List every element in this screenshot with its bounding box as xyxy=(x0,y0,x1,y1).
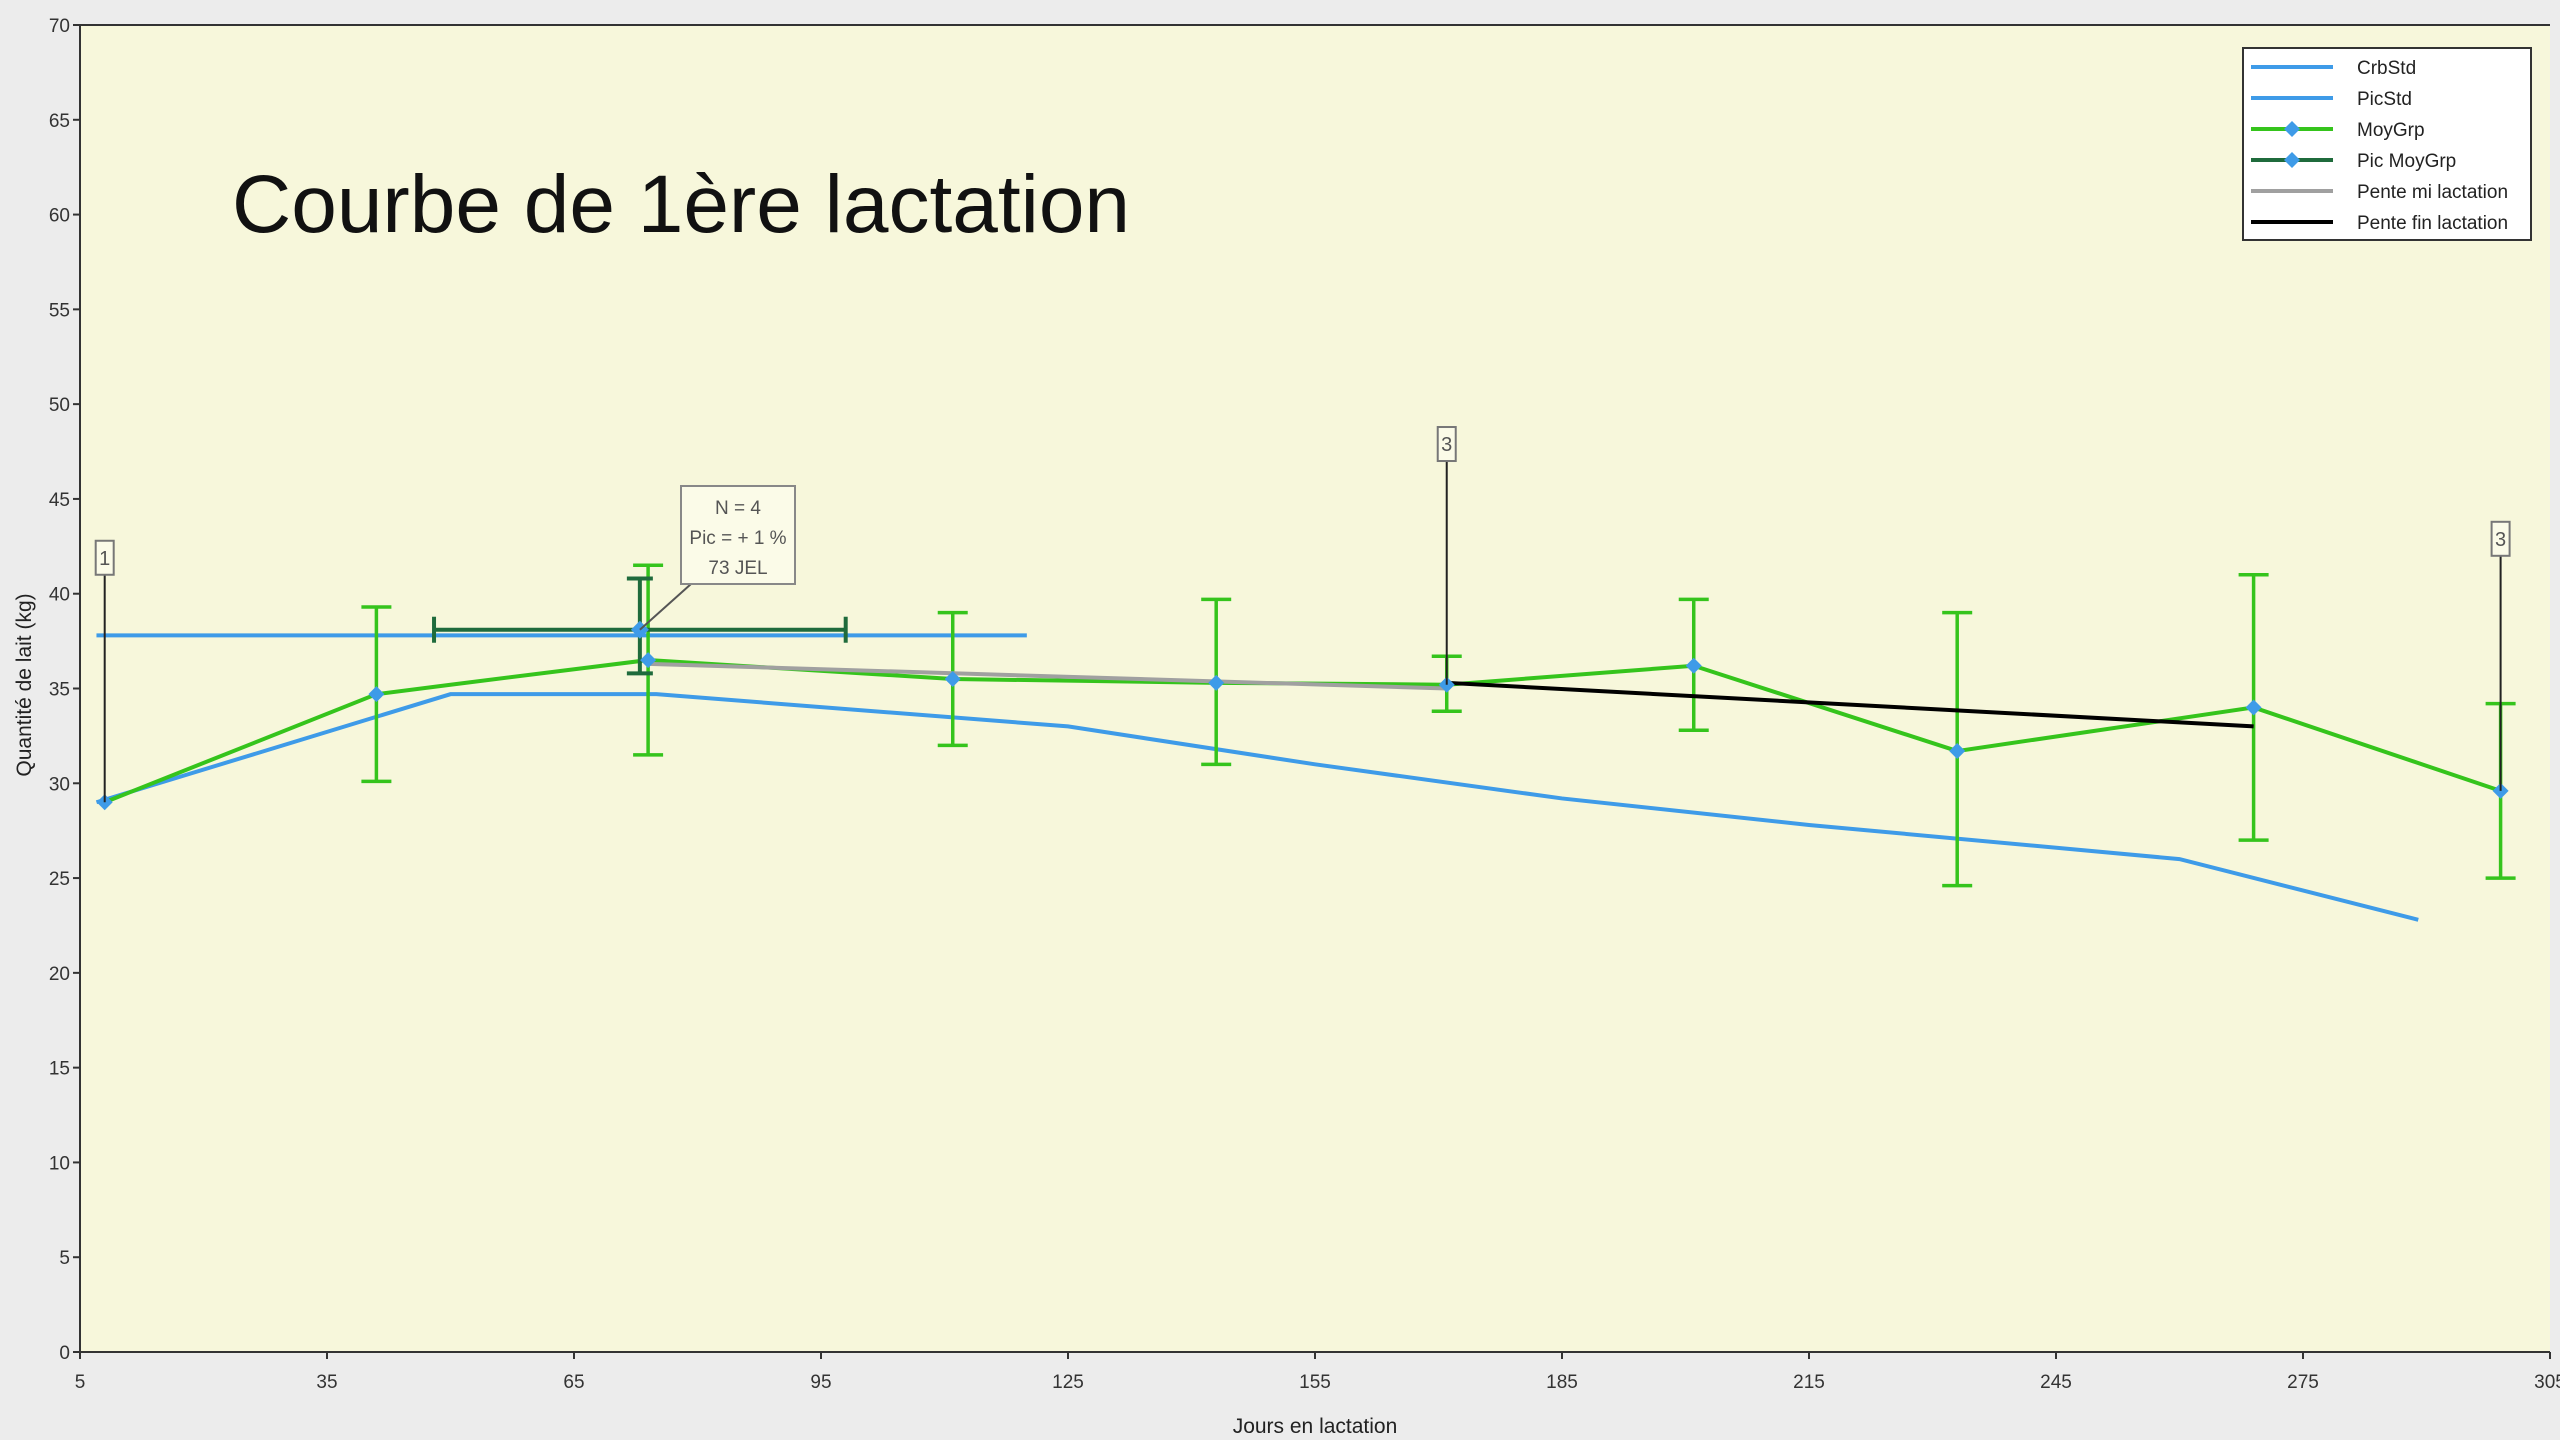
annotation-box xyxy=(94,539,115,576)
x-tick-label: 245 xyxy=(2040,1372,2072,1393)
y-tick-label: 20 xyxy=(49,964,70,985)
y-tick-label: 70 xyxy=(49,16,70,37)
annotation-box xyxy=(1436,426,1457,463)
moygrp-point xyxy=(368,686,385,703)
x-tick-label: 275 xyxy=(2287,1372,2319,1393)
annotation-label: 1 xyxy=(99,548,110,570)
y-tick-label: 55 xyxy=(49,300,70,321)
y-axis-label: Quantité de lait (kg) xyxy=(13,593,36,776)
legend-label: PicStd xyxy=(2357,89,2412,110)
y-tick-label: 15 xyxy=(49,1059,70,1080)
annotation-label: 3 xyxy=(2495,529,2506,551)
annotation-label: 3 xyxy=(1441,434,1452,456)
legend-label: MoyGrp xyxy=(2357,120,2425,141)
x-tick-label: 5 xyxy=(75,1372,86,1393)
legend-marker xyxy=(2284,152,2300,168)
x-tick-label: 95 xyxy=(810,1372,831,1393)
callout-line: N = 4 xyxy=(715,498,761,519)
moygrp-point xyxy=(2245,699,2262,716)
series-crbstd-line xyxy=(95,692,2419,922)
callout-line: 73 JEL xyxy=(708,558,767,579)
x-tick-label: 155 xyxy=(1299,1372,1331,1393)
legend-label: CrbStd xyxy=(2357,58,2416,79)
y-tick-label: 0 xyxy=(59,1343,70,1364)
chart-title: Courbe de 1ère lactation xyxy=(232,159,1130,250)
legend-box xyxy=(2242,47,2532,241)
callout-leader xyxy=(639,583,692,631)
moygrp-point xyxy=(944,671,961,688)
x-tick-label: 305 xyxy=(2534,1372,2560,1393)
y-tick-label: 45 xyxy=(49,490,70,511)
y-tick-label: 5 xyxy=(59,1248,70,1269)
y-tick-label: 30 xyxy=(49,774,70,795)
moygrp-point xyxy=(1208,674,1225,691)
moygrp-point xyxy=(1685,657,1702,674)
y-tick-label: 35 xyxy=(49,680,70,701)
moygrp-point xyxy=(640,652,657,669)
plot-area xyxy=(80,25,2550,1352)
y-tick-label: 10 xyxy=(49,1153,70,1174)
x-tick-label: 35 xyxy=(316,1372,337,1393)
callout-line: Pic = + 1 % xyxy=(689,528,786,549)
y-tick-label: 60 xyxy=(49,206,70,227)
series-pente-fin-line xyxy=(1446,680,2254,729)
legend-marker xyxy=(2284,121,2300,137)
x-tick-label: 65 xyxy=(563,1372,584,1393)
y-tick-label: 65 xyxy=(49,111,70,132)
y-tick-label: 25 xyxy=(49,869,70,890)
x-tick-label: 215 xyxy=(1793,1372,1825,1393)
y-tick-label: 50 xyxy=(49,395,70,416)
annotation-box xyxy=(2490,520,2511,557)
x-tick-label: 185 xyxy=(1546,1372,1578,1393)
series-pente-mi-line xyxy=(648,661,1447,691)
y-tick-label: 40 xyxy=(49,585,70,606)
legend-label: Pente mi lactation xyxy=(2357,182,2508,203)
x-tick-label: 125 xyxy=(1052,1372,1084,1393)
legend-label: Pic MoyGrp xyxy=(2357,151,2456,172)
x-axis-label: Jours en lactation xyxy=(1233,1415,1398,1438)
legend-label: Pente fin lactation xyxy=(2357,213,2508,234)
moygrp-point xyxy=(1949,743,1966,760)
callout-box xyxy=(680,485,796,585)
